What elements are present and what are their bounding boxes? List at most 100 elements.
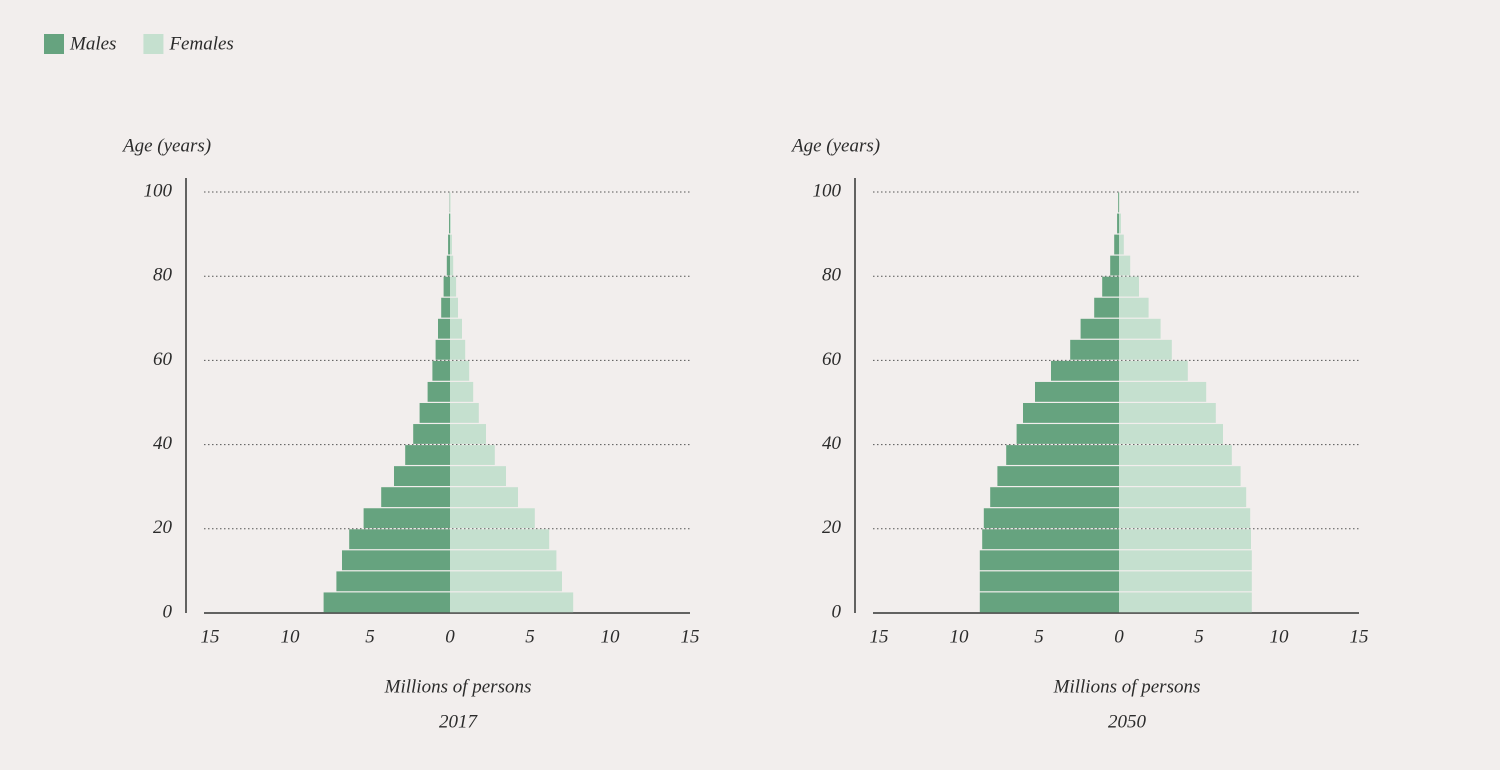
y-axis-label: Age (years) [121, 135, 211, 156]
x-tick-label: 5 [365, 626, 375, 647]
bar [1117, 213, 1119, 234]
bar [1114, 234, 1119, 255]
bar [450, 508, 535, 529]
bar [1070, 339, 1119, 360]
y-tick-label: 20 [822, 517, 842, 538]
chart-title: 2017 [439, 711, 479, 732]
bar [336, 571, 450, 592]
x-axis-label: Millions of persons [384, 676, 532, 697]
y-tick-label: 100 [813, 180, 842, 201]
x-tick-label: 0 [1114, 626, 1124, 647]
y-tick-label: 80 [822, 265, 842, 286]
bar [450, 381, 474, 402]
bar [349, 529, 450, 550]
bar [419, 403, 450, 423]
bar [1119, 318, 1161, 339]
bar [1118, 192, 1119, 213]
bar [1051, 360, 1119, 381]
x-tick-label: 5 [1034, 626, 1044, 647]
bar [405, 445, 450, 465]
x-axis-label: Millions of persons [1053, 676, 1201, 697]
x-tick-label: 15 [681, 626, 700, 647]
bar [1119, 381, 1207, 402]
bar [448, 234, 450, 255]
bar [1119, 234, 1124, 255]
y-axis-label: Age (years) [790, 135, 880, 156]
x-tick-label: 15 [201, 626, 220, 647]
bar [450, 318, 462, 339]
bar [438, 318, 450, 339]
x-tick-label: 0 [445, 626, 455, 647]
legend-label: Males [69, 33, 116, 54]
bar [413, 424, 450, 444]
bar [450, 276, 457, 297]
bar [449, 213, 450, 234]
bar [381, 487, 450, 508]
bar [1119, 213, 1121, 234]
bar [450, 360, 470, 381]
bar [1016, 424, 1119, 444]
bar [990, 487, 1119, 508]
bar [979, 592, 1119, 613]
bar [450, 424, 486, 444]
bar [1119, 508, 1251, 529]
bar [1119, 487, 1247, 508]
bar [441, 297, 450, 318]
y-tick-label: 0 [163, 601, 173, 622]
bar [1080, 318, 1119, 339]
x-tick-label: 15 [1350, 626, 1369, 647]
bar [450, 213, 451, 234]
y-tick-label: 100 [144, 180, 173, 201]
bar [1110, 255, 1119, 276]
bar [1119, 255, 1131, 276]
x-tick-label: 10 [281, 626, 301, 647]
bar [997, 466, 1119, 486]
bar [443, 276, 450, 297]
bar [983, 508, 1119, 529]
bar [982, 529, 1119, 550]
x-tick-label: 5 [525, 626, 535, 647]
chart-title: 2050 [1108, 711, 1147, 732]
bar [450, 592, 574, 613]
bar [1119, 445, 1232, 465]
bar [1119, 403, 1216, 423]
x-tick-label: 15 [870, 626, 889, 647]
bar [342, 550, 450, 571]
legend-label: Females [168, 33, 233, 54]
bar [435, 339, 450, 360]
bar [363, 508, 450, 529]
y-tick-label: 60 [822, 349, 842, 370]
y-tick-label: 80 [153, 265, 173, 286]
bar [1006, 445, 1119, 465]
y-tick-label: 60 [153, 349, 173, 370]
bar [1119, 466, 1241, 486]
legend-swatch [44, 34, 64, 54]
bar [432, 360, 450, 381]
bar [979, 550, 1119, 571]
bar [1119, 424, 1223, 444]
y-tick-label: 0 [832, 601, 842, 622]
bar [450, 550, 557, 571]
bar [450, 571, 562, 592]
y-tick-label: 20 [153, 517, 173, 538]
bar [323, 592, 450, 613]
bar [1119, 360, 1188, 381]
bar [450, 466, 506, 486]
bar [450, 403, 479, 423]
bar [446, 255, 450, 276]
x-tick-label: 10 [950, 626, 970, 647]
bar [394, 466, 450, 486]
bar [450, 529, 550, 550]
bar [450, 445, 495, 465]
x-tick-label: 5 [1194, 626, 1204, 647]
bar [427, 381, 450, 402]
bar [1102, 276, 1119, 297]
y-tick-label: 40 [153, 433, 173, 454]
y-tick-label: 40 [822, 433, 842, 454]
bar [1119, 529, 1251, 550]
x-tick-label: 10 [1270, 626, 1290, 647]
bar [450, 255, 454, 276]
x-tick-label: 10 [601, 626, 621, 647]
